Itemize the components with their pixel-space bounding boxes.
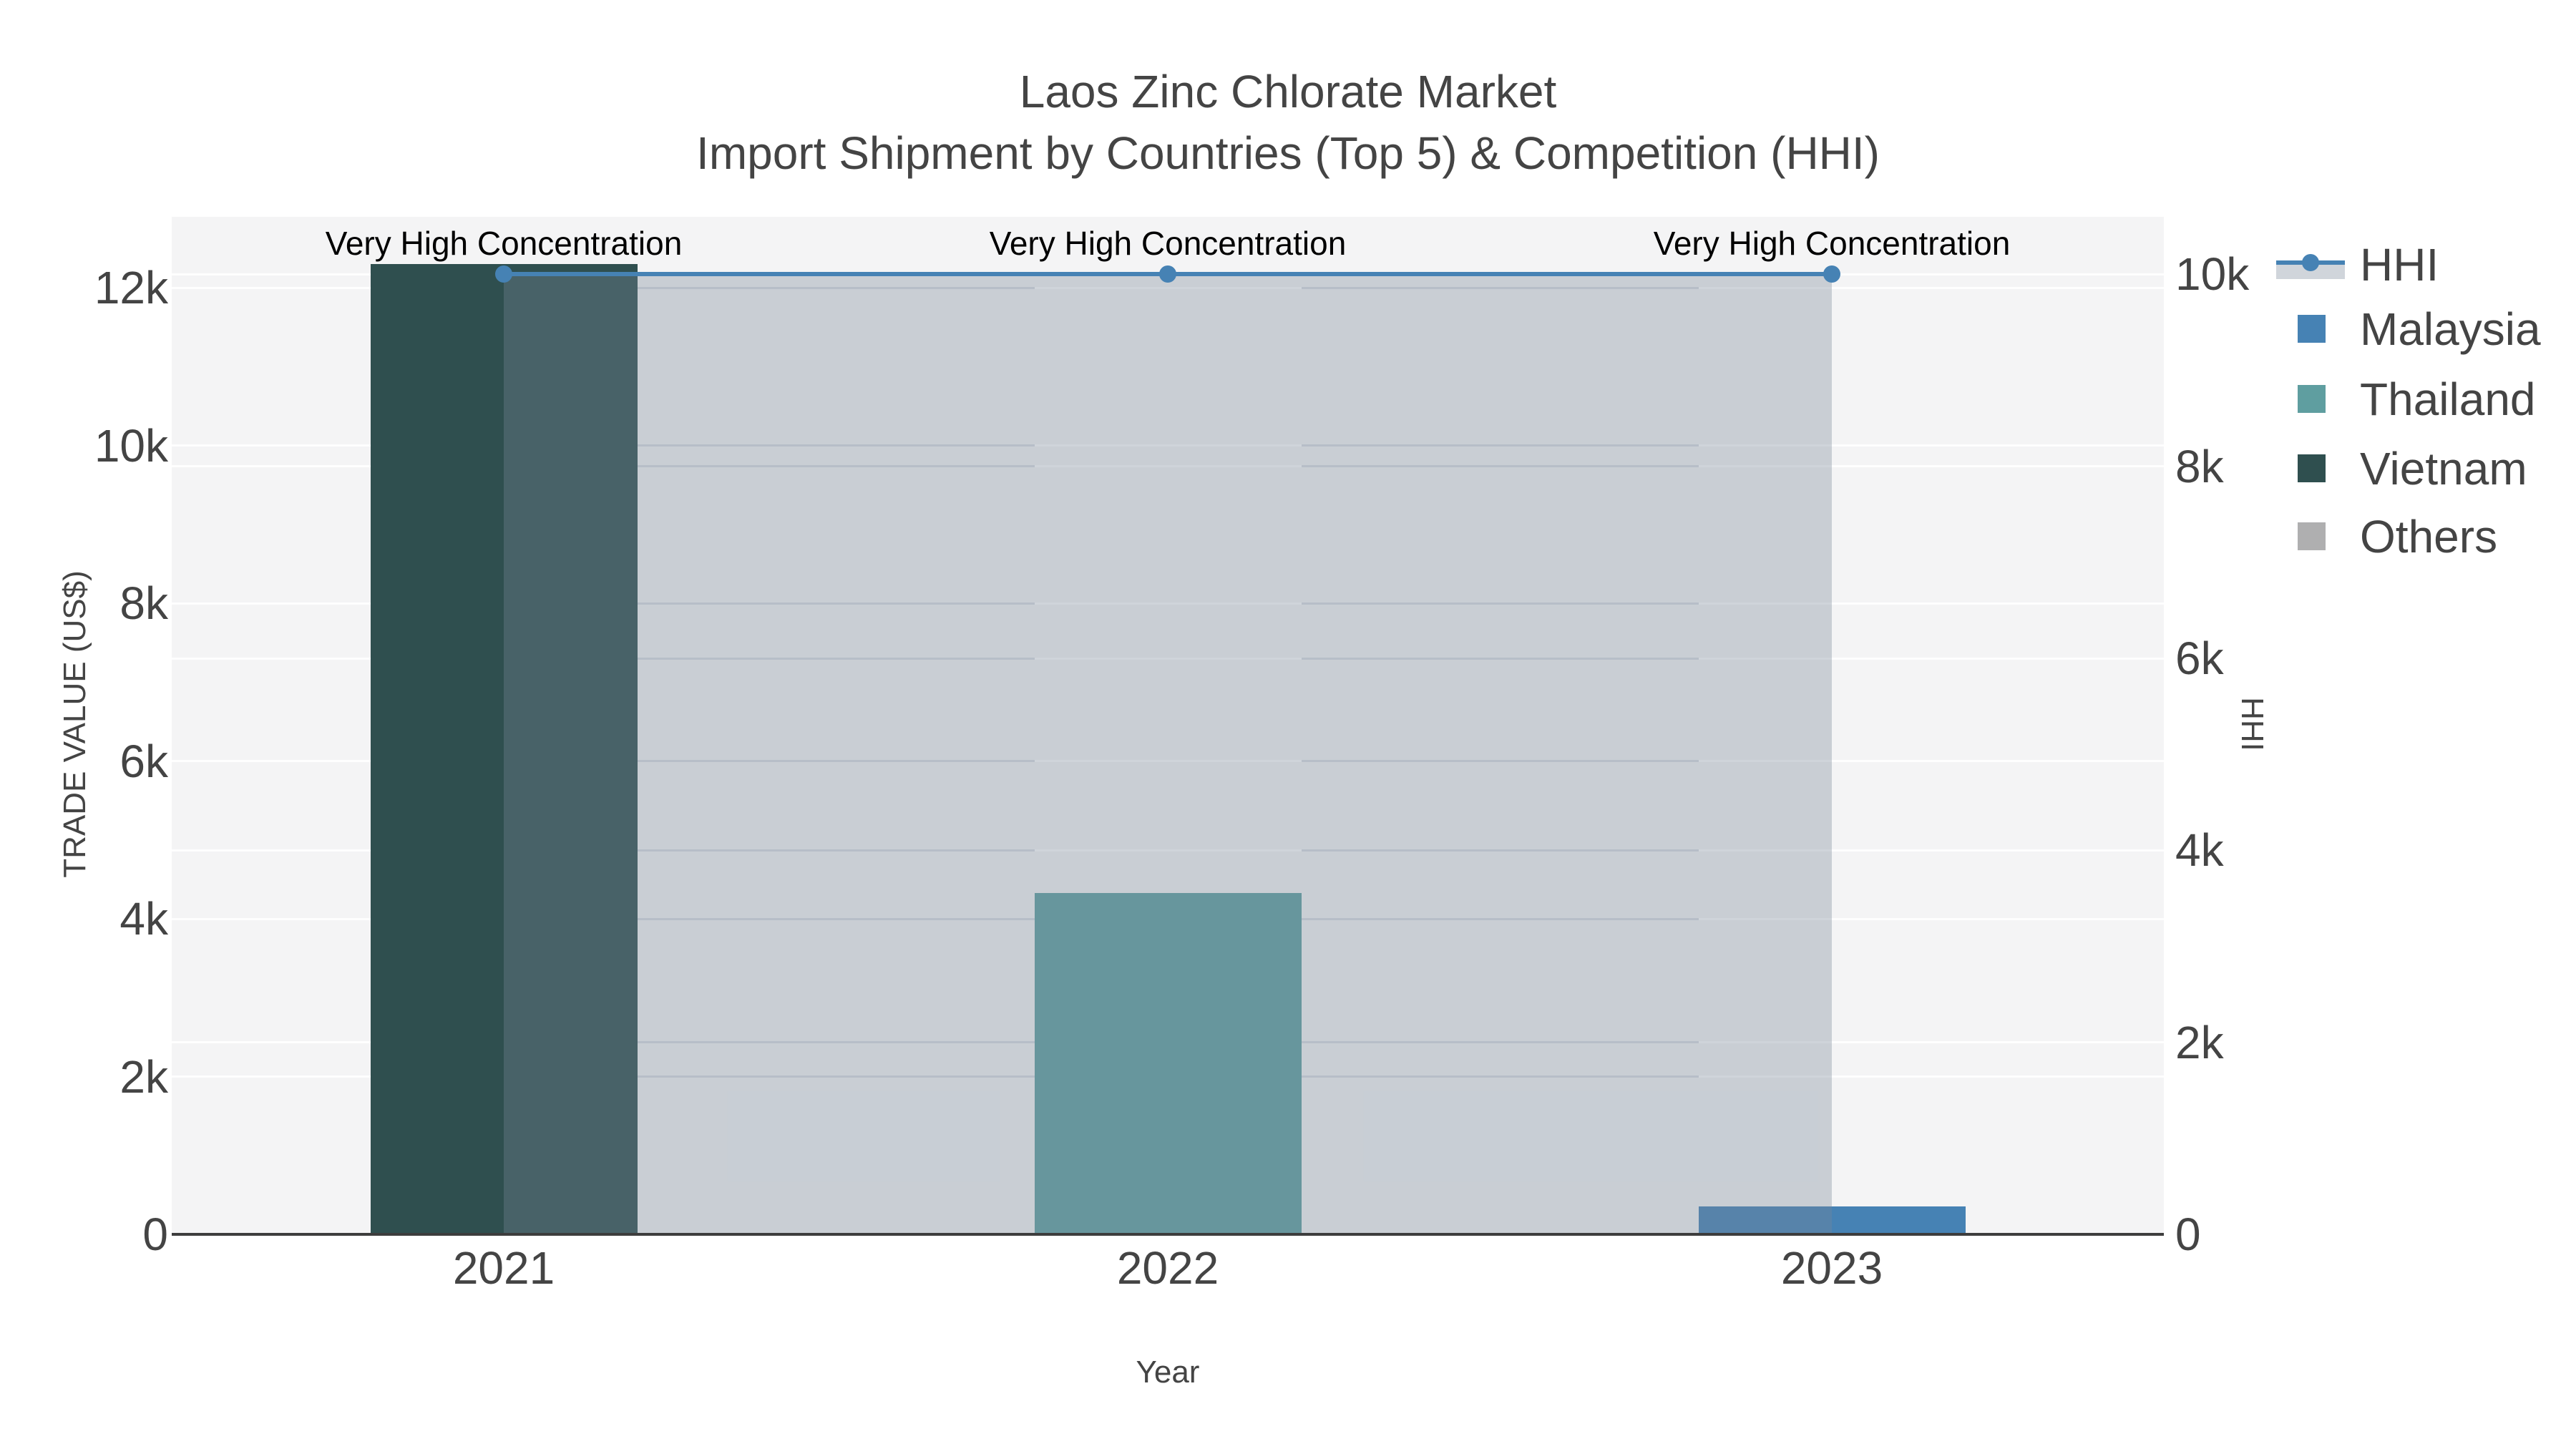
gridline <box>172 849 2164 852</box>
y-tick-label-right: 6k <box>2175 633 2224 685</box>
x-tick-label: 2023 <box>1780 1242 1883 1294</box>
y-tick-label-left: 10k <box>94 419 168 472</box>
annotation-label: Very High Concentration <box>989 225 1347 262</box>
gridline <box>637 465 1035 468</box>
y-tick-label-right: 10k <box>2175 248 2250 301</box>
y-tick-label-left: 6k <box>119 735 168 787</box>
gridline <box>637 760 1035 763</box>
y-axis-title-right: HHI <box>2235 697 2270 751</box>
gridline <box>637 657 1035 660</box>
annotation-label: Very High Concentration <box>325 225 683 262</box>
gridline <box>172 286 2164 289</box>
y-tick-label-left: 4k <box>119 893 168 945</box>
gridline <box>637 1041 1035 1044</box>
legend-label: HHI <box>2360 239 2439 291</box>
legend-item-thailand[interactable]: Thailand <box>2276 365 2536 434</box>
y-tick-label-right: 0 <box>2175 1209 2201 1260</box>
gridline <box>1301 917 1699 920</box>
gridline <box>1301 1075 1699 1078</box>
gridline <box>172 444 2164 447</box>
hhi-line-area-icon <box>2276 230 2360 299</box>
gridline <box>637 849 1035 852</box>
legend-item-hhi[interactable]: HHI <box>2276 230 2439 299</box>
legend-label: Malaysia <box>2360 303 2541 355</box>
y-tick-label-left: 8k <box>119 577 168 630</box>
y-tick-label-left: 2k <box>119 1050 168 1103</box>
gridline <box>172 465 2164 468</box>
bar-thailand-2022[interactable] <box>1034 892 1302 1234</box>
gridline <box>1301 849 1699 852</box>
gridline <box>172 760 2164 763</box>
gridline <box>1301 465 1699 468</box>
legend-label: Others <box>2360 511 2498 562</box>
x-tick-label: 2021 <box>452 1242 555 1294</box>
hhi-area-fill <box>504 274 1832 1234</box>
y-axis-title-left: TRADE VALUE (US$) <box>57 570 92 878</box>
annotation-label: Very High Concentration <box>1653 225 2011 262</box>
gridline <box>1301 444 1699 447</box>
gridline <box>172 657 2164 660</box>
y-tick-label-left: 0 <box>142 1209 168 1260</box>
legend-item-others[interactable]: Others <box>2276 502 2497 571</box>
bar-malaysia-2023[interactable] <box>1698 1206 1966 1234</box>
gridline <box>1301 1041 1699 1044</box>
gridline <box>1301 286 1699 289</box>
x-tick-label: 2022 <box>1116 1242 1219 1294</box>
hhi-marker-2022[interactable] <box>1159 265 1176 283</box>
legend-item-malaysia[interactable]: Malaysia <box>2276 295 2541 364</box>
hhi-marker-2021[interactable] <box>495 265 512 283</box>
chart-subtitle: Import Shipment by Countries (Top 5) & C… <box>696 127 1880 179</box>
legend-item-vietnam[interactable]: Vietnam <box>2276 434 2527 503</box>
bar-vietnam-2021[interactable] <box>370 264 638 1234</box>
vietnam-swatch-icon <box>2276 434 2360 503</box>
gridline <box>1301 657 1699 660</box>
thailand-swatch-icon <box>2276 365 2360 434</box>
gridline <box>637 286 1035 289</box>
legend-label: Vietnam <box>2360 443 2527 494</box>
gridline <box>1301 760 1699 763</box>
gridline <box>637 602 1035 605</box>
y-tick-label-right: 2k <box>2175 1016 2224 1068</box>
malaysia-swatch-icon <box>2276 295 2360 364</box>
y-tick-label-left: 12k <box>94 262 168 314</box>
others-swatch-icon <box>2276 502 2360 571</box>
gridline <box>637 917 1035 920</box>
gridline <box>637 1075 1035 1078</box>
y-tick-label-right: 8k <box>2175 440 2224 492</box>
chart-title: Laos Zinc Chlorate Market <box>1019 66 1557 117</box>
hhi-marker-2023[interactable] <box>1823 265 1840 283</box>
x-axis-line <box>172 1233 2164 1236</box>
gridline <box>637 444 1035 447</box>
gridline <box>1301 602 1699 605</box>
legend-label: Thailand <box>2360 374 2536 425</box>
y-tick-label-right: 4k <box>2175 824 2224 877</box>
x-axis-title: Year <box>1136 1355 1200 1390</box>
gridline <box>172 602 2164 605</box>
